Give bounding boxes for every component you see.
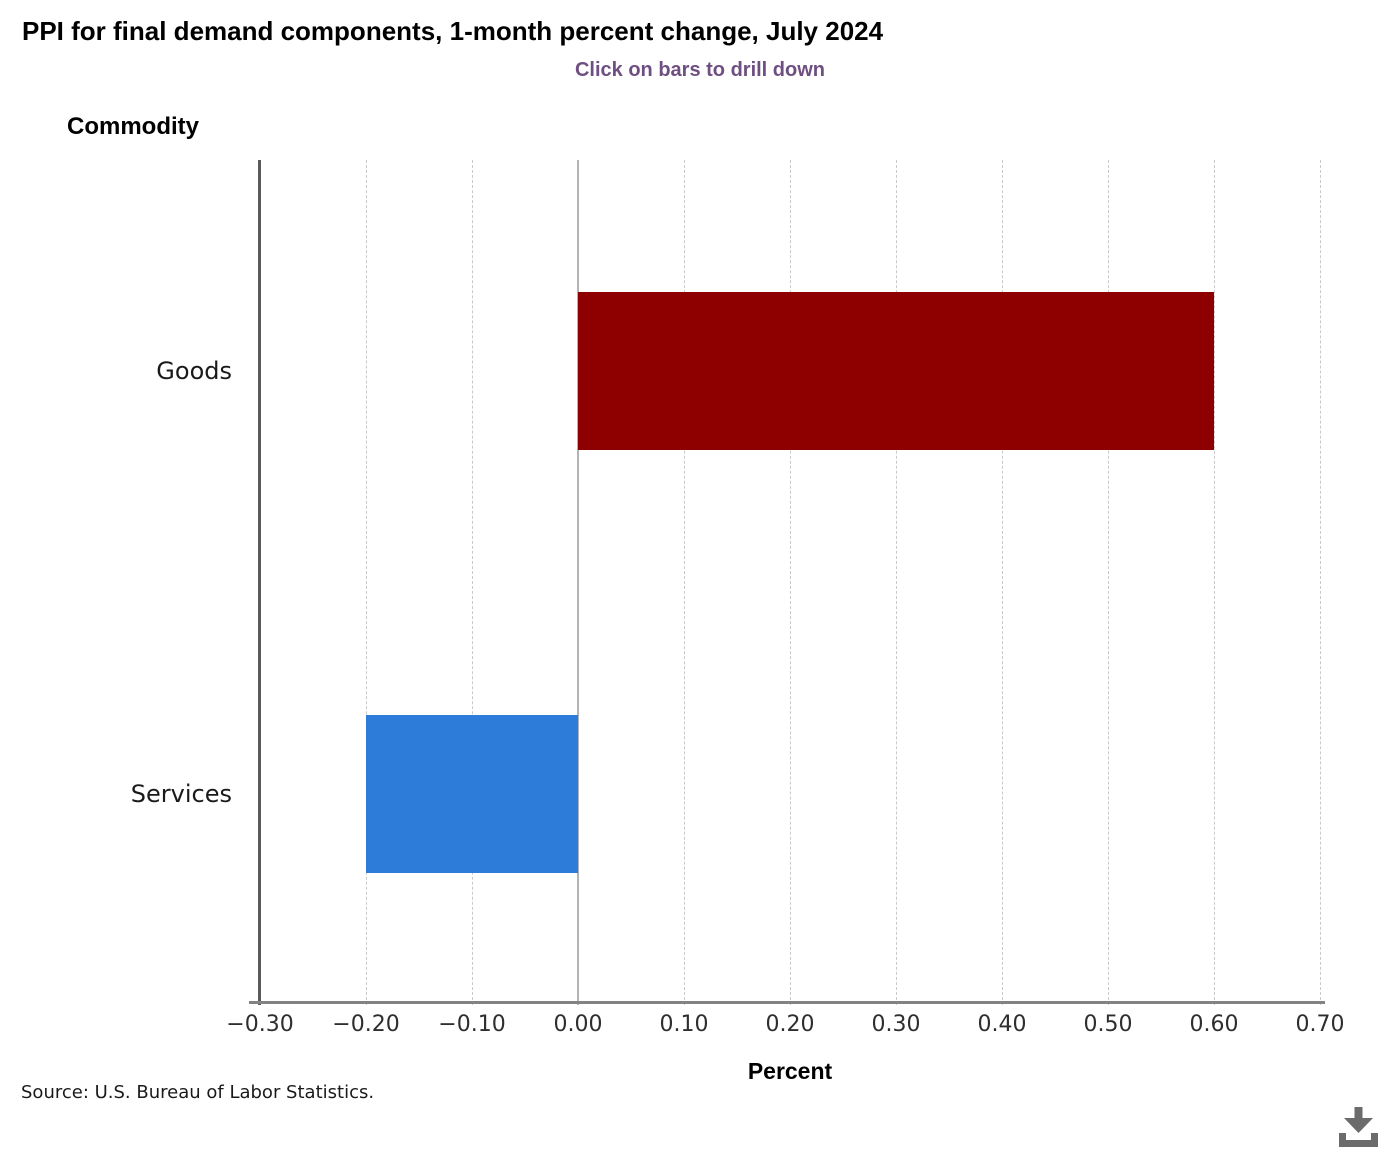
gridline	[790, 160, 791, 1005]
category-label-services: Services	[130, 779, 232, 808]
x-axis-title: Percent	[747, 1058, 833, 1084]
chart-subtitle: Click on bars to drill down	[574, 59, 826, 81]
x-tick-label: 0.20	[765, 1012, 815, 1037]
gridline	[366, 160, 367, 1005]
plot-area	[260, 160, 1321, 1005]
download-button[interactable]	[1332, 1104, 1384, 1154]
source-note: Source: U.S. Bureau of Labor Statistics.	[21, 1082, 375, 1103]
x-tick-label: 0.70	[1295, 1012, 1345, 1037]
gridline	[1002, 160, 1003, 1005]
x-tick-label: 0.30	[871, 1012, 921, 1037]
gridline	[1108, 160, 1109, 1005]
x-tick-label: 0.40	[977, 1012, 1027, 1037]
category-label-goods: Goods	[156, 357, 232, 386]
gridline	[472, 160, 473, 1005]
bar-services[interactable]	[366, 714, 578, 873]
x-tick-label: −0.20	[332, 1012, 400, 1037]
bar-goods[interactable]	[578, 292, 1214, 451]
x-tick-label: −0.10	[438, 1012, 506, 1037]
gridline	[1320, 160, 1321, 1005]
x-tick-label: 0.50	[1083, 1012, 1133, 1037]
gridline	[1214, 160, 1215, 1005]
download-icon	[1335, 1106, 1381, 1153]
y-axis-line	[258, 160, 261, 1005]
x-tick-label: 0.60	[1189, 1012, 1239, 1037]
zero-gridline	[577, 160, 579, 1005]
chart-title: PPI for final demand components, 1-month…	[22, 16, 884, 46]
y-axis-title: Commodity	[67, 113, 199, 140]
x-tick-label: 0.10	[659, 1012, 709, 1037]
x-axis-line	[249, 1001, 1325, 1004]
gridline	[896, 160, 897, 1005]
gridline	[684, 160, 685, 1005]
x-tick-label: 0.00	[553, 1012, 603, 1037]
x-tick-label: −0.30	[226, 1012, 294, 1037]
